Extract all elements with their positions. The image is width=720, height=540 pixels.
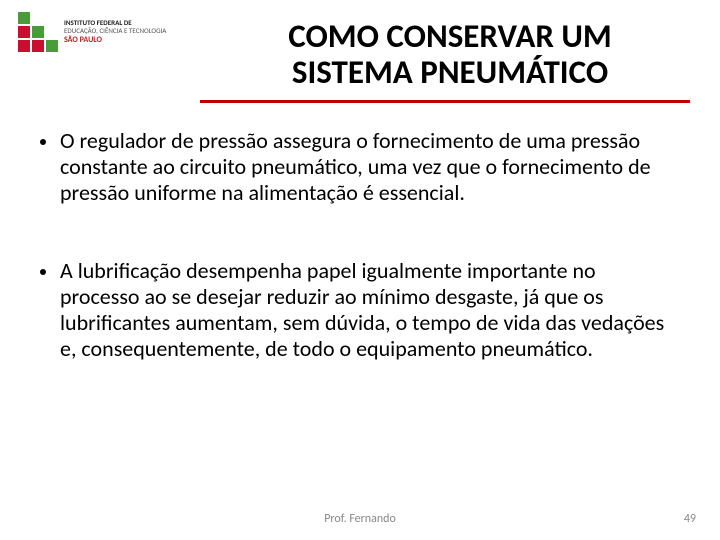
institution-logo: INSTITUTO FEDERAL DE EDUCAÇÃO, CIÊNCIA E… [18,12,166,52]
bullet-text: A lubrificação desempenha papel igualmen… [60,258,675,362]
logo-sq [18,26,30,38]
bullet-marker [40,269,46,275]
title-line1: COMO CONSERVAR UM [288,16,612,56]
logo-state: SÃO PAULO [64,36,166,46]
footer-page-number: 49 [684,512,696,526]
logo-sq [32,26,44,38]
title-line2: SISTEMA PNEUMÁTICO [292,52,608,92]
bullet-text: O regulador de pressão assegura o fornec… [60,128,675,206]
logo-sq [46,12,58,24]
logo-sq [46,40,58,52]
title-underline [200,100,690,103]
bullet-marker [40,139,46,145]
logo-squares [18,12,58,52]
logo-sq [32,40,44,52]
slide-title: COMO CONSERVAR UM SISTEMA PNEUMÁTICO [210,18,690,91]
logo-sq [18,12,30,24]
slide-content: O regulador de pressão assegura o fornec… [40,128,675,414]
bullet-item: A lubrificação desempenha papel igualmen… [40,258,675,362]
logo-sq [32,12,44,24]
logo-text: INSTITUTO FEDERAL DE EDUCAÇÃO, CIÊNCIA E… [64,19,166,45]
logo-sq [18,40,30,52]
bullet-item: O regulador de pressão assegura o fornec… [40,128,675,206]
footer-author: Prof. Fernando [0,512,720,526]
logo-sq [46,26,58,38]
